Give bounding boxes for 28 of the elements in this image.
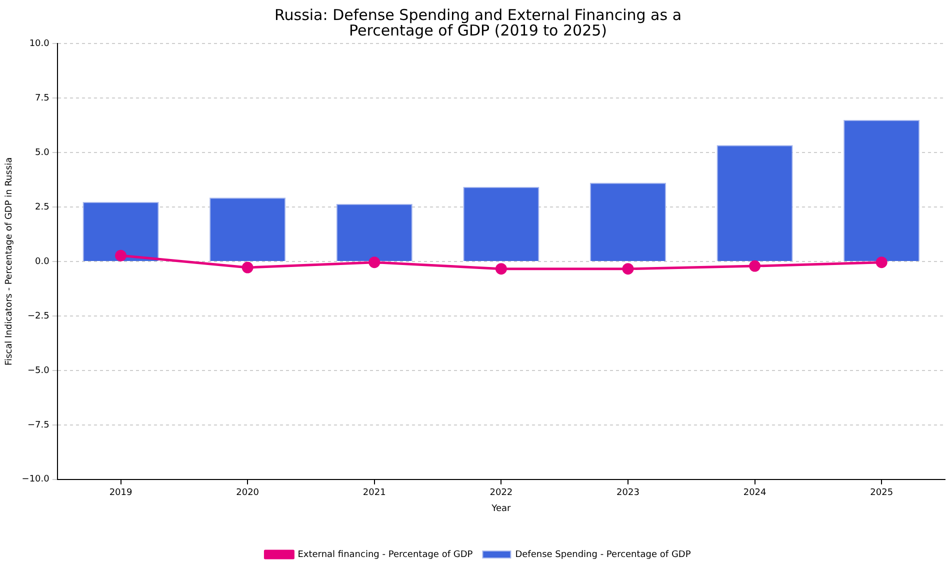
- y-tick-label: 10.0: [29, 38, 50, 49]
- y-tick-label: 7.5: [35, 93, 50, 104]
- y-axis-title: Fiscal Indicators - Percentage of GDP in Russia: [4, 157, 15, 366]
- y-tick-label: −2.5: [28, 311, 50, 322]
- point: [368, 256, 380, 268]
- x-tick-label: 2023: [616, 488, 640, 498]
- y-tick-label: −5.0: [28, 366, 50, 376]
- x-tick-label: 2019: [109, 488, 133, 498]
- legend-label: Defense Spending - Percentage of GDP: [515, 550, 692, 560]
- y-tick-label: −10.0: [22, 474, 50, 485]
- y-tick-label: 0.0: [35, 256, 50, 267]
- x-tick-label: 2021: [362, 488, 386, 498]
- x-axis-title: Year: [490, 504, 512, 514]
- legend-label: External financing - Percentage of GDP: [298, 550, 474, 560]
- point: [876, 256, 888, 268]
- x-tick-label: 2025: [870, 488, 894, 498]
- x-tick-label: 2022: [490, 488, 513, 498]
- point: [495, 263, 507, 275]
- point: [749, 260, 761, 272]
- y-tick-label: 2.5: [35, 202, 50, 212]
- point: [622, 263, 634, 275]
- x-tick-label: 2024: [743, 488, 767, 498]
- y-tick-label: 5.0: [35, 148, 50, 158]
- x-tick-label: 2020: [236, 488, 260, 498]
- point: [115, 250, 127, 262]
- y-tick-label: −7.5: [28, 420, 50, 430]
- point: [242, 262, 254, 274]
- chart-title: Russia: Defense Spending and External Financing as a Percentage of GDP (2019 to 2025): [274, 6, 682, 40]
